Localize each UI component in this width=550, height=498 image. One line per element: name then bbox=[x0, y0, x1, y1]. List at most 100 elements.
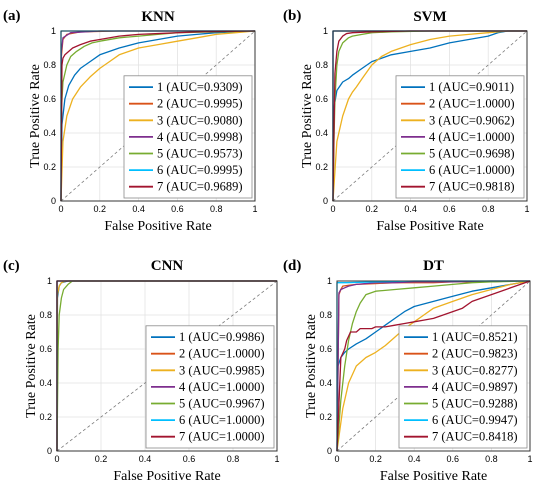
x-axis-label: False Positive Rate bbox=[376, 219, 483, 234]
x-tick-label: 1 bbox=[527, 454, 532, 464]
x-tick-label: 0.8 bbox=[210, 204, 223, 214]
y-tick-label: 0.4 bbox=[43, 128, 56, 138]
y-tick-label: 0.4 bbox=[315, 128, 328, 138]
legend-label-7: 7 (AUC=0.9689) bbox=[157, 180, 243, 194]
y-tick-label: 0.6 bbox=[39, 344, 52, 354]
y-tick-label: 0.8 bbox=[43, 60, 56, 70]
panel-knn: (a) KNN 00 0.2 0.2 0.4 0.4 0.6 0.6 0.8 0.8 1 1 False … bbox=[3, 8, 258, 234]
y-tick-label: 0.8 bbox=[39, 310, 52, 320]
legend-label-6: 6 (AUC=0.9947) bbox=[432, 413, 518, 427]
panel-title: CNN bbox=[151, 258, 184, 274]
legend-label-5: 5 (AUC=0.9288) bbox=[432, 397, 518, 411]
y-tick-label: 1 bbox=[327, 276, 332, 286]
y-tick-label: 1 bbox=[47, 276, 52, 286]
legend-label-4: 4 (AUC=0.9897) bbox=[432, 380, 518, 394]
y-tick-label: 0 bbox=[327, 446, 332, 456]
x-tick-label: 0.4 bbox=[139, 454, 152, 464]
panel-title: KNN bbox=[141, 9, 175, 25]
legend-label-7: 7 (AUC=1.0000) bbox=[179, 430, 265, 444]
y-tick-label: 0.6 bbox=[43, 94, 56, 104]
legend-label-1: 1 (AUC=0.8521) bbox=[432, 330, 518, 344]
y-axis-label: True Positive Rate bbox=[28, 64, 43, 168]
roc-curve-1 bbox=[336, 280, 531, 452]
legend-label-2: 2 (AUC=1.0000) bbox=[179, 347, 265, 361]
y-tick-label: 0.2 bbox=[43, 162, 56, 172]
y-tick-label: 0.4 bbox=[39, 378, 52, 388]
legend-label-3: 3 (AUC=0.8277) bbox=[432, 363, 518, 377]
panel-letter: (c) bbox=[3, 258, 20, 274]
x-tick-label: 0.8 bbox=[227, 454, 240, 464]
legend: 1 (AUC=0.9011) 2 (AUC=1.0000) 3 (AUC=0.906… bbox=[395, 75, 525, 199]
y-tick-label: 0.6 bbox=[319, 344, 332, 354]
y-tick-label: 0 bbox=[323, 196, 328, 206]
legend-label-1: 1 (AUC=0.9011) bbox=[429, 80, 514, 94]
legend: 1 (AUC=0.8521) 2 (AUC=0.9823) 3 (AUC=0.827… bbox=[398, 325, 528, 449]
roc-curve-1 bbox=[60, 30, 256, 202]
x-tick-label: 1 bbox=[524, 204, 529, 214]
x-tick-label: 0.8 bbox=[485, 454, 498, 464]
y-tick-label: 0 bbox=[51, 196, 56, 206]
y-tick-label: 0.8 bbox=[319, 310, 332, 320]
legend-label-7: 7 (AUC=0.9818) bbox=[429, 180, 515, 194]
roc-curve-7 bbox=[336, 280, 531, 452]
panel-letter: (d) bbox=[283, 258, 301, 274]
panel-title: DT bbox=[423, 258, 444, 274]
y-tick-label: 0.4 bbox=[319, 378, 332, 388]
y-tick-label: 0.8 bbox=[315, 60, 328, 70]
y-tick-label: 1 bbox=[323, 26, 328, 36]
legend-label-5: 5 (AUC=0.9573) bbox=[157, 147, 243, 161]
roc-curve-7 bbox=[60, 30, 256, 202]
legend-label-5: 5 (AUC=0.9967) bbox=[179, 397, 265, 411]
legend-label-3: 3 (AUC=0.9985) bbox=[179, 363, 265, 377]
x-tick-label: 0.6 bbox=[447, 454, 460, 464]
legend-label-2: 2 (AUC=1.0000) bbox=[429, 97, 515, 111]
legend-label-2: 2 (AUC=0.9823) bbox=[432, 347, 518, 361]
panel-svm: (b) SVM 00 0.2 0.2 0.4 0.4 0.6 0.6 0.8 0.8 1 1 False … bbox=[283, 8, 530, 234]
x-tick-label: 0 bbox=[330, 204, 335, 214]
legend-label-6: 6 (AUC=0.9995) bbox=[157, 163, 243, 177]
y-tick-label: 0.2 bbox=[315, 162, 328, 172]
legend-label-3: 3 (AUC=0.9062) bbox=[429, 113, 515, 127]
plot-border bbox=[336, 280, 531, 452]
legend-label-4: 4 (AUC=1.0000) bbox=[429, 130, 515, 144]
x-tick-label: 0.4 bbox=[408, 454, 421, 464]
x-tick-label: 0.6 bbox=[183, 454, 196, 464]
x-tick-label: 0.2 bbox=[94, 204, 107, 214]
legend-label-5: 5 (AUC=0.9698) bbox=[429, 147, 515, 161]
legend-label-4: 4 (AUC=0.9998) bbox=[157, 130, 243, 144]
legend-box bbox=[398, 325, 528, 449]
y-tick-label: 0.2 bbox=[319, 412, 332, 422]
legend-label-4: 4 (AUC=1.0000) bbox=[179, 380, 265, 394]
y-axis-label: True Positive Rate bbox=[24, 314, 39, 418]
y-tick-label: 0.2 bbox=[39, 412, 52, 422]
x-tick-label: 0 bbox=[58, 204, 63, 214]
panel-dt: (d) DT 00 0.2 0.2 0.4 0.4 0.6 0.6 0.8 0.8 1 1 False P… bbox=[283, 258, 533, 484]
x-tick-label: 1 bbox=[252, 204, 257, 214]
x-axis-label: False Positive Rate bbox=[380, 469, 487, 484]
x-tick-label: 0.4 bbox=[132, 204, 145, 214]
roc-curve-4 bbox=[336, 280, 530, 452]
plot-border bbox=[60, 30, 256, 202]
x-tick-label: 0.2 bbox=[369, 454, 382, 464]
panel-letter: (a) bbox=[3, 8, 21, 24]
legend: 1 (AUC=0.9309) 2 (AUC=0.9995) 3 (AUC=0.908… bbox=[123, 75, 253, 199]
x-tick-label: 0.2 bbox=[95, 454, 108, 464]
panel-title: SVM bbox=[413, 9, 446, 25]
roc-curve-3 bbox=[60, 30, 256, 202]
x-axis-label: False Positive Rate bbox=[113, 469, 220, 484]
roc-curve-1 bbox=[332, 30, 527, 202]
x-tick-label: 0.8 bbox=[482, 204, 495, 214]
legend: 1 (AUC=0.9986) 2 (AUC=1.0000) 3 (AUC=0.998… bbox=[145, 325, 275, 449]
x-tick-label: 0 bbox=[334, 454, 339, 464]
legend-label-2: 2 (AUC=0.9995) bbox=[157, 97, 243, 111]
y-tick-label: 1 bbox=[51, 26, 56, 36]
roc-curve-5 bbox=[336, 280, 531, 452]
x-tick-label: 0.2 bbox=[366, 204, 379, 214]
panel-cnn: (c) CNN 00 0.2 0.2 0.4 0.4 0.6 0.6 0.8 0.8 1 1 False … bbox=[3, 258, 280, 484]
y-tick-label: 0.6 bbox=[315, 94, 328, 104]
x-tick-label: 1 bbox=[274, 454, 279, 464]
legend-label-1: 1 (AUC=0.9309) bbox=[157, 80, 243, 94]
x-tick-label: 0.4 bbox=[404, 204, 417, 214]
plot-border bbox=[332, 30, 528, 202]
